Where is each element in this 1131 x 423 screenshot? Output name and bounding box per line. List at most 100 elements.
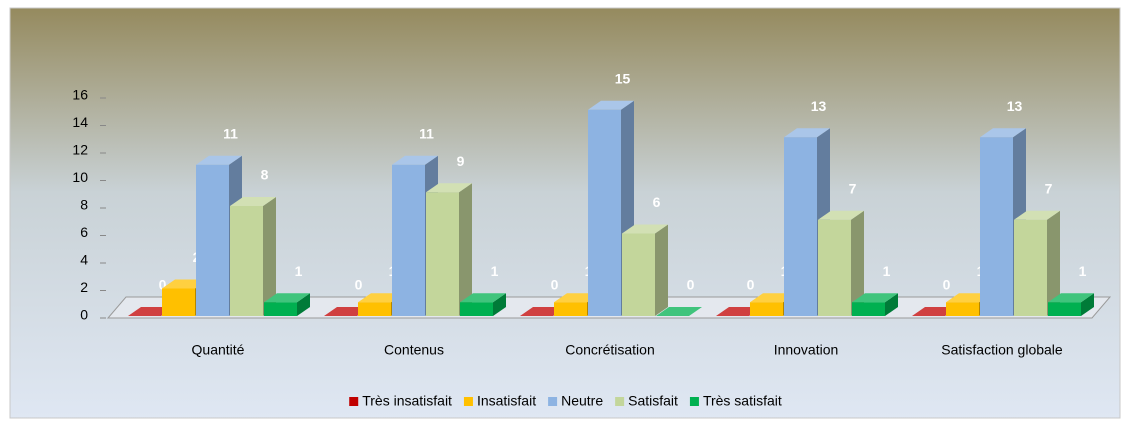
legend: Très insatisfait Insatisfait Neutre Satisfa… bbox=[349, 393, 782, 409]
bar bbox=[1048, 293, 1094, 316]
bar-top bbox=[588, 100, 634, 110]
bar-front bbox=[818, 219, 851, 316]
bar-top bbox=[426, 183, 472, 193]
y-tick-label: 4 bbox=[80, 252, 88, 268]
bar-top bbox=[656, 307, 702, 316]
bar-front bbox=[162, 288, 195, 316]
data-label: 11 bbox=[223, 125, 238, 141]
data-label: 0 bbox=[687, 277, 695, 293]
x-tick-label: Satisfaction globale bbox=[941, 342, 1063, 358]
y-tick-label: 14 bbox=[72, 114, 88, 130]
y-tick-label: 6 bbox=[80, 224, 88, 240]
legend-label: Insatisfait bbox=[477, 393, 536, 409]
bar-top bbox=[784, 128, 830, 138]
legend-swatch bbox=[615, 397, 625, 406]
y-tick-label: 10 bbox=[72, 169, 88, 185]
bar-front bbox=[426, 192, 459, 316]
bar-side bbox=[1047, 210, 1060, 316]
bar-front bbox=[750, 302, 783, 316]
data-label: 6 bbox=[653, 194, 661, 210]
bar-side bbox=[655, 224, 668, 316]
x-tick-label: Innovation bbox=[774, 342, 839, 358]
bar bbox=[622, 224, 668, 316]
legend-swatch bbox=[349, 397, 359, 406]
data-label: 13 bbox=[811, 98, 827, 114]
bar-side bbox=[493, 293, 506, 316]
y-tick-label: 0 bbox=[80, 307, 88, 323]
bar-side bbox=[1081, 293, 1094, 316]
legend-label: Très satisfait bbox=[703, 393, 782, 409]
data-label: 15 bbox=[615, 70, 631, 86]
legend-label: Satisfait bbox=[628, 393, 678, 409]
bar-front bbox=[1048, 302, 1081, 316]
bar-front bbox=[980, 137, 1013, 316]
bar bbox=[818, 210, 864, 316]
bar-front bbox=[264, 302, 297, 316]
bar-front bbox=[852, 302, 885, 316]
data-label: 7 bbox=[849, 180, 857, 196]
bar-side bbox=[297, 293, 310, 316]
bar bbox=[264, 293, 310, 316]
bar-top bbox=[818, 210, 864, 220]
data-label: 0 bbox=[943, 277, 951, 293]
data-label: 0 bbox=[355, 277, 363, 293]
data-label: 0 bbox=[747, 277, 755, 293]
bar-top bbox=[980, 128, 1026, 138]
bar-top bbox=[622, 224, 668, 234]
data-label: 1 bbox=[883, 263, 891, 279]
y-tick-label: 16 bbox=[72, 87, 88, 103]
data-label: 9 bbox=[457, 153, 465, 169]
legend-label: Neutre bbox=[561, 393, 603, 409]
bar bbox=[1014, 210, 1060, 316]
bar-side bbox=[885, 293, 898, 316]
bar-front bbox=[196, 164, 229, 316]
bar bbox=[460, 293, 506, 316]
bar-front bbox=[358, 302, 391, 316]
data-label: 1 bbox=[1079, 263, 1087, 279]
bar-side bbox=[459, 183, 472, 316]
data-label: 13 bbox=[1007, 98, 1023, 114]
bar-front bbox=[392, 164, 425, 316]
legend-label: Très insatisfait bbox=[362, 393, 452, 409]
bar-top bbox=[230, 197, 276, 206]
bar-front bbox=[946, 302, 979, 316]
data-label: 11 bbox=[419, 125, 434, 141]
x-tick-label: Contenus bbox=[384, 342, 444, 358]
bar-side bbox=[851, 210, 864, 316]
bar-top bbox=[196, 155, 242, 165]
bar-top bbox=[1014, 210, 1060, 220]
bar bbox=[588, 100, 634, 316]
bar-top bbox=[460, 293, 506, 303]
bar-top bbox=[852, 293, 898, 303]
bar-front bbox=[588, 109, 621, 316]
bar bbox=[852, 293, 898, 316]
data-label: 8 bbox=[261, 167, 269, 183]
y-tick-label: 2 bbox=[80, 279, 88, 295]
legend-swatch bbox=[689, 397, 699, 406]
data-label: 0 bbox=[159, 277, 167, 293]
bar-front bbox=[230, 206, 263, 316]
bar-top bbox=[264, 293, 310, 303]
legend-swatch bbox=[463, 397, 473, 406]
data-label: 7 bbox=[1045, 180, 1053, 196]
bar-front bbox=[460, 302, 493, 316]
chart-background bbox=[9, 7, 1121, 419]
bar bbox=[230, 197, 276, 316]
x-tick-label: Quantité bbox=[192, 342, 245, 358]
bar-top bbox=[1048, 293, 1094, 303]
bar-front bbox=[622, 233, 655, 316]
bar bbox=[426, 183, 472, 316]
bar-front bbox=[784, 137, 817, 316]
data-label: 0 bbox=[551, 277, 559, 293]
legend-swatch bbox=[548, 397, 558, 406]
y-tick-label: 8 bbox=[80, 197, 88, 213]
bar-top bbox=[392, 155, 438, 165]
data-label: 1 bbox=[295, 263, 303, 279]
bar-front bbox=[1014, 219, 1047, 316]
y-tick-label: 12 bbox=[72, 142, 88, 158]
bar-side bbox=[263, 197, 276, 316]
x-tick-label: Concrétisation bbox=[565, 342, 655, 358]
bar-front bbox=[554, 302, 587, 316]
bar bbox=[656, 307, 702, 317]
